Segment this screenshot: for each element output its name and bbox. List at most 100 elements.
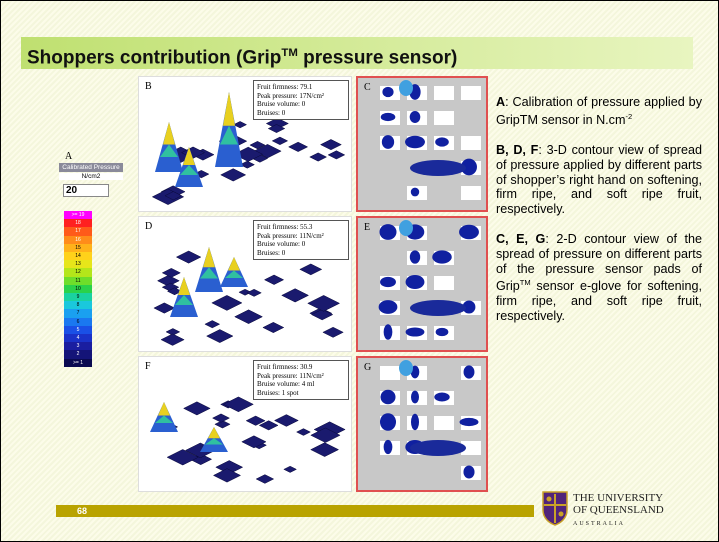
- info-line: Bruise volume: 0: [257, 240, 306, 248]
- info-line: Bruises: 0: [257, 108, 286, 117]
- shape: [434, 416, 454, 430]
- shape: [239, 160, 255, 169]
- scale-swatch: 7: [64, 309, 92, 318]
- logo-line: OF QUEENSLAND: [573, 504, 664, 516]
- shape: [322, 326, 344, 338]
- shape: [156, 275, 180, 287]
- shape: [461, 86, 481, 100]
- shape: [273, 414, 299, 427]
- panel-letter: F: [145, 361, 151, 372]
- info-line: Fruit firmness: 79.1: [257, 83, 313, 91]
- text-segment: TM: [519, 278, 531, 288]
- calibration-panel: A Calibrated Pressure N/cm2 20 >= 19 18 17 16 15…: [59, 149, 123, 373]
- shape: [405, 327, 425, 337]
- shape: [267, 124, 286, 133]
- shape: [245, 415, 266, 426]
- info-line: Bruise volume: 4 ml: [257, 380, 315, 388]
- shape: [461, 136, 481, 150]
- shape: [310, 442, 340, 457]
- shape: [212, 468, 242, 483]
- shape: [381, 135, 395, 149]
- text-segment: Shoppers contribution (Grip: [27, 47, 282, 69]
- shape: [310, 427, 341, 443]
- shape: [299, 263, 323, 276]
- text-segment: B, D, F: [496, 143, 539, 158]
- figure: [379, 360, 481, 480]
- shape: [255, 474, 275, 484]
- shape: [379, 413, 397, 431]
- scale-swatch: 14: [64, 252, 92, 261]
- shape: [165, 328, 181, 336]
- contour-3d-image: F Fruit firmness: 30.9 Peak pressure: 11N/…: [138, 356, 352, 492]
- crest: [542, 491, 568, 526]
- shape: [410, 390, 420, 404]
- page-number: 68: [77, 506, 88, 516]
- shape: [234, 309, 264, 324]
- shape: [204, 320, 221, 329]
- shape: [180, 165, 198, 175]
- info-box: Fruit firmness: 79.1 Peak pressure: 17N/c…: [253, 80, 349, 120]
- figure: [378, 220, 481, 340]
- text-segment: : 3-D contour view of spread of pressure…: [496, 143, 702, 216]
- logo: THE UNIVERSITY OF QUEENSLAND AUSTRALIA: [573, 492, 664, 530]
- shape: [399, 360, 413, 376]
- scale-swatch: 11: [64, 276, 92, 285]
- text-segment: sensor e-glove for softening, firm ripe,…: [496, 279, 702, 323]
- figure: [380, 80, 481, 200]
- shape: [220, 168, 247, 182]
- shape: [380, 389, 396, 405]
- shape: [175, 295, 193, 305]
- shape: [183, 147, 195, 165]
- panel-letter: C: [364, 82, 371, 93]
- shape: [160, 333, 185, 346]
- shape: [206, 329, 234, 343]
- contour-2d-image: C: [356, 76, 488, 212]
- shape: [399, 80, 413, 96]
- shape: [205, 438, 223, 445]
- shape: [461, 158, 477, 176]
- shape: [380, 276, 396, 288]
- info-box: Fruit firmness: 55.3 Peak pressure: 11N/c…: [253, 220, 349, 260]
- shape: [309, 152, 328, 162]
- scale-swatch: 5: [64, 325, 92, 334]
- shape: [225, 270, 243, 278]
- info-line: Bruises: 1 spot: [257, 388, 299, 397]
- shape: [461, 441, 481, 455]
- shape: [296, 428, 311, 436]
- shape: [200, 267, 218, 279]
- shape: [262, 322, 285, 333]
- scale-swatch: >= 1: [64, 358, 92, 367]
- shape: [319, 139, 342, 151]
- info-line: Fruit firmness: 55.3: [257, 223, 313, 231]
- shape: [271, 136, 289, 146]
- contour-2d-image: G: [356, 356, 488, 492]
- shape: [435, 327, 449, 337]
- shape: [459, 417, 479, 427]
- legend-heading: Calibrated Pressure: [59, 163, 123, 172]
- shape: [462, 300, 476, 314]
- shape: [203, 247, 215, 268]
- logo-line: THE UNIVERSITY: [573, 492, 664, 504]
- shape: [220, 125, 238, 145]
- shape: [434, 111, 454, 125]
- shape: [158, 402, 170, 416]
- text-segment: pressure sensor): [297, 47, 458, 69]
- shape: [183, 401, 211, 416]
- logo-line: AUSTRALIA: [573, 521, 625, 527]
- shape: [208, 427, 220, 439]
- scale-swatch: 6: [64, 317, 92, 326]
- shape: [175, 250, 202, 264]
- figure: [151, 92, 346, 205]
- text-segment: TM: [281, 47, 298, 59]
- shape: [434, 86, 454, 100]
- text-segment: : 2-D contour view of the spread of pres…: [496, 232, 703, 294]
- text-segment: -2: [625, 111, 633, 121]
- contour-3d-image: B Fruit firmness: 79.1 Peak pressure: 17N/…: [138, 76, 352, 212]
- shape: [435, 137, 449, 147]
- panel-letter: E: [364, 222, 371, 233]
- shape: [434, 276, 454, 290]
- panel-letter: A: [65, 151, 73, 162]
- shape: [463, 465, 475, 479]
- info-line: Bruises: 0: [257, 248, 286, 257]
- shape: [155, 415, 173, 423]
